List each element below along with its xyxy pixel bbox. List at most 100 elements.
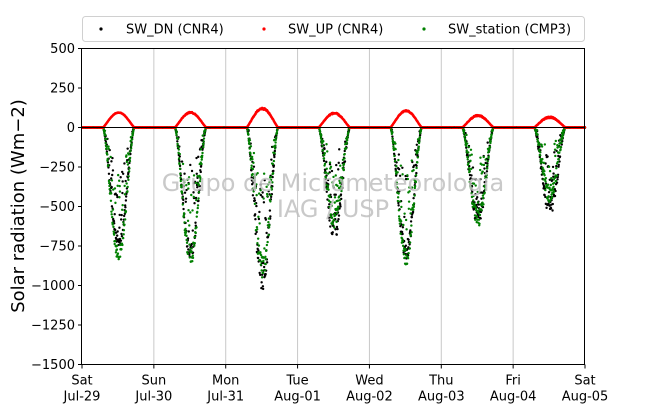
data-point: [327, 188, 330, 191]
data-point: [257, 217, 261, 221]
data-point: [464, 140, 467, 144]
data-point: [415, 143, 419, 146]
data-point: [176, 140, 179, 143]
data-point: [199, 170, 202, 174]
data-point: [191, 260, 194, 263]
data-point: [541, 157, 544, 161]
data-point: [469, 159, 472, 163]
data-point: [334, 193, 337, 196]
data-point: [409, 229, 412, 232]
data-point: [553, 194, 557, 198]
data-point: [196, 210, 199, 214]
data-point: [480, 209, 483, 212]
data-point: [109, 155, 112, 159]
data-point: [201, 154, 204, 157]
data-point: [557, 163, 560, 167]
data-point: [397, 158, 400, 162]
data-point: [110, 215, 114, 219]
data-point: [338, 179, 341, 183]
data-point: [330, 169, 334, 173]
data-point: [556, 160, 559, 164]
data-point: [397, 215, 401, 218]
data-point: [260, 281, 263, 284]
data-point: [551, 188, 555, 191]
data-point: [264, 262, 267, 266]
data-point: [273, 152, 276, 155]
data-point: [411, 210, 415, 214]
data-point: [322, 157, 326, 160]
data-point: [116, 252, 120, 255]
data-point: [477, 218, 481, 221]
data-point: [328, 219, 331, 222]
data-point: [400, 237, 404, 240]
data-point: [470, 188, 473, 191]
data-point: [181, 184, 184, 187]
data-point: [396, 199, 400, 203]
data-point: [262, 201, 266, 204]
data-point: [116, 230, 119, 233]
data-point: [188, 243, 191, 246]
data-point: [393, 157, 397, 161]
data-point: [190, 169, 194, 173]
data-point: [543, 170, 546, 173]
data-point: [395, 186, 399, 189]
data-point: [256, 171, 259, 175]
data-point: [250, 179, 254, 182]
data-point: [198, 179, 202, 183]
data-point: [469, 148, 473, 151]
data-point: [547, 195, 550, 198]
data-point: [465, 146, 468, 149]
data-point: [467, 145, 470, 149]
data-point: [415, 164, 418, 167]
data-point: [412, 202, 416, 205]
data-point: [329, 165, 333, 169]
data-point: [191, 229, 194, 232]
data-point: [126, 147, 129, 150]
data-point: [255, 193, 258, 197]
data-point: [123, 184, 126, 188]
data-point: [406, 177, 410, 181]
data-point: [472, 199, 475, 202]
data-point: [121, 236, 125, 240]
data-point: [418, 140, 421, 143]
data-point: [197, 155, 200, 159]
data-point: [340, 187, 343, 190]
data-point: [127, 175, 130, 178]
data-point: [195, 172, 198, 175]
data-point: [336, 227, 339, 231]
data-point: [418, 136, 422, 139]
data-point: [416, 151, 419, 154]
data-point: [184, 227, 187, 231]
data-point: [472, 207, 476, 211]
data-point: [116, 184, 119, 187]
data-point: [105, 137, 108, 141]
data-point: [323, 153, 326, 157]
data-point: [546, 183, 550, 186]
data-point: [261, 191, 264, 194]
data-point: [485, 170, 489, 173]
data-point: [271, 181, 274, 184]
data-point: [555, 167, 558, 170]
data-point: [260, 269, 263, 272]
data-point: [409, 208, 413, 211]
data-point: [249, 145, 253, 148]
data-point: [184, 197, 188, 200]
data-point: [346, 135, 349, 138]
data-point: [185, 188, 188, 192]
data-point: [474, 207, 478, 210]
data-point: [401, 226, 405, 229]
data-point: [103, 129, 107, 132]
data-point: [254, 186, 257, 190]
data-point: [275, 131, 279, 134]
data-point: [246, 129, 249, 132]
data-point: [560, 143, 563, 146]
data-point: [391, 135, 394, 138]
data-point: [118, 255, 122, 258]
data-point: [110, 210, 113, 213]
data-point: [193, 244, 196, 247]
data-point: [114, 201, 117, 205]
data-point: [118, 213, 121, 217]
data-point: [465, 133, 468, 137]
data-point: [465, 149, 468, 152]
data-point: [263, 179, 266, 182]
